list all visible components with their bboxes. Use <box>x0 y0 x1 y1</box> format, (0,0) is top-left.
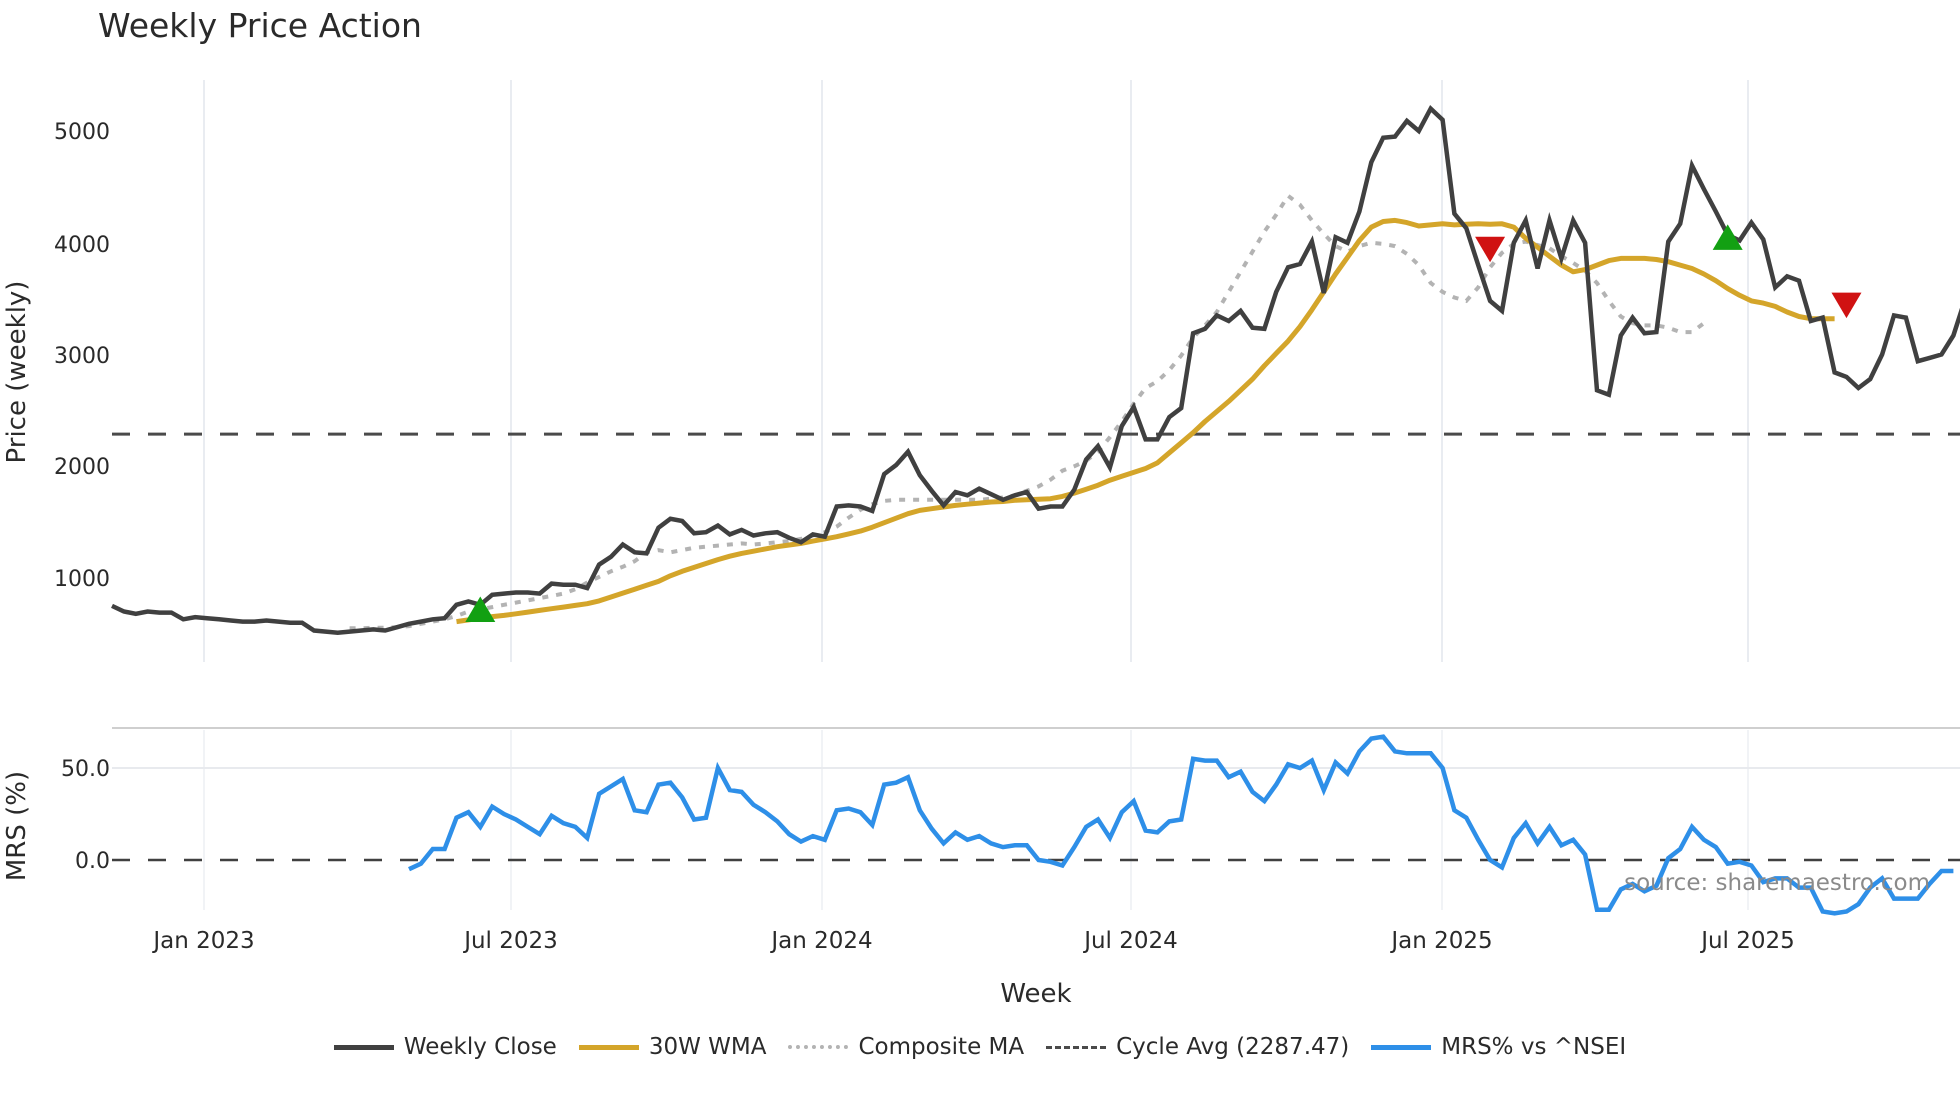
weekly-close-swatch-icon <box>333 1044 394 1050</box>
ytick-4000: 4000 <box>54 233 110 258</box>
ytick-mrs-0: 0.0 <box>75 849 110 874</box>
x-axis-label: Week <box>1000 979 1071 1009</box>
wma-swatch-icon <box>578 1044 639 1050</box>
legend-label: Cycle Avg (2287.47) <box>1116 1034 1350 1060</box>
legend-item-composite-ma[interactable]: Composite MA <box>788 1034 1024 1060</box>
legend-label: MRS% vs ^NSEI <box>1441 1034 1627 1060</box>
xtick-jan-2023: Jan 2023 <box>151 928 254 954</box>
xtick-jul-2025: Jul 2025 <box>1699 928 1795 954</box>
legend-item-wma[interactable]: 30W WMA <box>578 1034 767 1060</box>
legend-item-weekly-close[interactable]: Weekly Close <box>333 1034 557 1060</box>
xtick-jul-2023: Jul 2023 <box>462 928 558 954</box>
chart-title: Weekly Price Action <box>98 6 422 45</box>
legend-item-mrs[interactable]: MRS% vs ^NSEI <box>1371 1034 1626 1060</box>
buy-signal-triangle-up-icon <box>465 596 496 623</box>
ytick-mrs-50: 50.0 <box>61 757 110 782</box>
cycle-avg-swatch-icon <box>1046 1045 1107 1049</box>
price-y-ticks: 5000 4000 3000 2000 1000 <box>54 120 110 592</box>
xtick-jan-2025: Jan 2025 <box>1389 928 1492 954</box>
ytick-5000: 5000 <box>54 120 110 145</box>
mrs-line <box>408 734 1954 916</box>
legend-label: Composite MA <box>858 1034 1025 1060</box>
ytick-2000: 2000 <box>54 455 110 480</box>
sell-signal-triangle-down-icon <box>1475 236 1506 263</box>
ytick-3000: 3000 <box>54 344 110 369</box>
xtick-jul-2024: Jul 2024 <box>1082 928 1178 954</box>
buy-signal-triangle-up-icon <box>1712 224 1743 250</box>
mrs-swatch-icon <box>1371 1044 1432 1050</box>
sell-signal-triangle-down-icon <box>1831 292 1862 319</box>
weekly-close-line <box>111 104 1960 636</box>
x-ticks: Jan 2023 Jul 2023 Jan 2024 Jul 2024 Jan … <box>151 928 1794 954</box>
legend-label: 30W WMA <box>648 1034 767 1060</box>
mrs-vertical-gridlines <box>203 730 1749 910</box>
composite-ma-swatch-icon <box>788 1045 849 1049</box>
legend: Weekly Close 30W WMA Composite MA Cycle … <box>0 1034 1960 1060</box>
source-annotation: source: sharemaestro.com <box>1624 870 1930 896</box>
signal-markers <box>465 224 1862 623</box>
composite-ma-line <box>349 192 1706 631</box>
legend-item-cycle-avg[interactable]: Cycle Avg (2287.47) <box>1046 1034 1349 1060</box>
price-vertical-gridlines <box>203 80 1749 662</box>
mrs-y-axis-label: MRS (%) <box>2 771 32 881</box>
legend-label: Weekly Close <box>403 1034 557 1060</box>
price-y-axis-label: Price (weekly) <box>2 281 32 464</box>
xtick-jan-2024: Jan 2024 <box>769 928 872 954</box>
ytick-1000: 1000 <box>54 567 110 592</box>
wma-30w-line <box>456 217 1835 625</box>
